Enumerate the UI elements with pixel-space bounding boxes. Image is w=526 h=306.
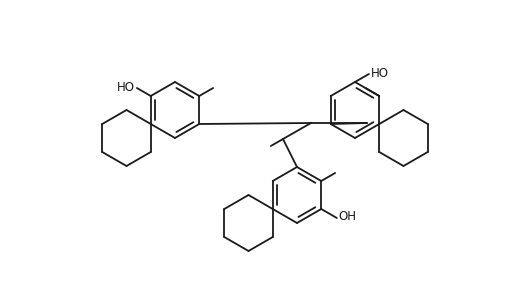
Text: OH: OH <box>339 211 357 223</box>
Text: HO: HO <box>117 80 135 94</box>
Text: HO: HO <box>371 66 389 80</box>
